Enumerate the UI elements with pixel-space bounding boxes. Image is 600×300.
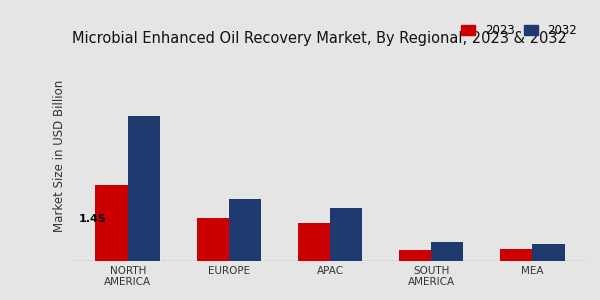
Text: 1.45: 1.45 [79,214,107,224]
Bar [532,244,565,261]
Bar [128,116,160,261]
Bar [95,184,128,261]
Bar [431,242,463,261]
Bar [330,208,362,261]
Bar [197,218,229,261]
Text: Microbial Enhanced Oil Recovery Market, By Regional, 2023 & 2032: Microbial Enhanced Oil Recovery Market, … [72,31,567,46]
Legend: 2023, 2032: 2023, 2032 [457,19,582,41]
Bar [399,250,431,261]
Bar [500,249,532,261]
Bar [298,223,330,261]
Bar [229,199,261,261]
Y-axis label: Market Size in USD Billion: Market Size in USD Billion [53,80,67,232]
